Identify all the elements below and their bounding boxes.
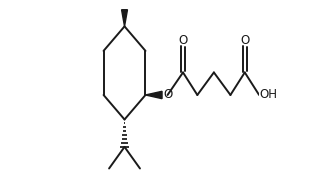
Polygon shape [122, 10, 128, 26]
Polygon shape [146, 91, 162, 99]
Text: O: O [240, 34, 249, 47]
Text: OH: OH [260, 89, 278, 102]
Text: O: O [178, 34, 188, 47]
Text: O: O [164, 89, 173, 102]
